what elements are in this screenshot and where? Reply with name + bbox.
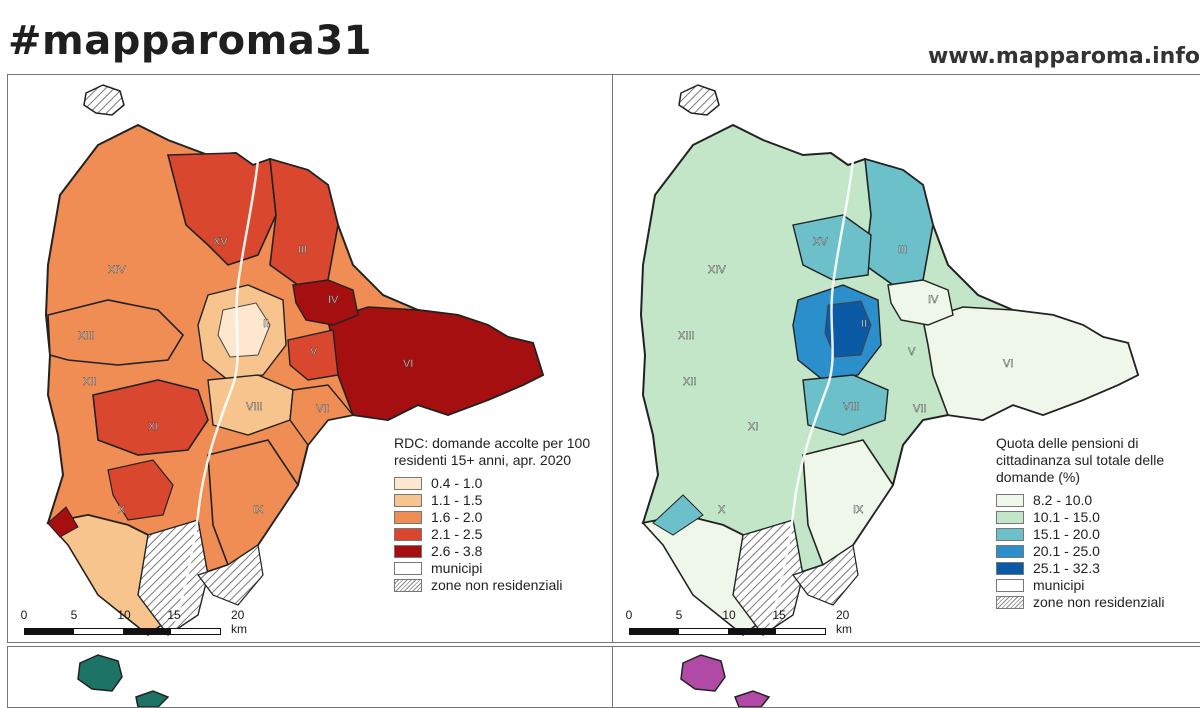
label-XIV: XIV xyxy=(108,264,126,276)
label-X: X xyxy=(118,504,126,516)
svg-text:VII: VII xyxy=(913,403,926,415)
legend-item: 25.1 - 32.3 xyxy=(996,560,1200,577)
legend-item: 10.1 - 15.0 xyxy=(996,509,1200,526)
svg-text:X: X xyxy=(718,504,726,516)
svg-text:XIII: XIII xyxy=(678,330,695,342)
svg-text:IX: IX xyxy=(853,504,864,516)
label-XII: XII xyxy=(83,376,96,388)
legend-title: Quota delle pensioni di cittadinanza sul… xyxy=(996,435,1165,485)
label-II: II xyxy=(263,318,269,330)
legend-item: 2.6 - 3.8 xyxy=(394,543,606,560)
svg-text:V: V xyxy=(908,346,916,358)
legend-item-municipi: municipi xyxy=(394,560,606,577)
label-XIII: XIII xyxy=(78,330,95,342)
label-V: V xyxy=(310,346,318,358)
svg-text:XI: XI xyxy=(748,421,758,433)
website-url[interactable]: www.mapparoma.info xyxy=(927,44,1200,69)
svg-text:XV: XV xyxy=(813,236,828,248)
legend-item: 8.2 - 10.0 xyxy=(996,492,1200,509)
rome-map-pensioni: XV III XIV IV XIII II V VI XII VIII VII … xyxy=(639,84,1140,637)
svg-text:VI: VI xyxy=(1003,358,1013,370)
legend-title: RDC: domande accolte per 100 residenti 1… xyxy=(394,435,591,468)
svg-text:III: III xyxy=(898,244,907,256)
label-IV: IV xyxy=(328,294,339,306)
legend-item: 1.6 - 2.0 xyxy=(394,509,606,526)
label-VI: VI xyxy=(403,358,413,370)
tiber-river xyxy=(171,159,260,636)
map-panel-pensioni: XV III XIV IV XIII II V VI XII VIII VII … xyxy=(612,74,1200,643)
legend-item: 0.4 - 1.0 xyxy=(394,475,606,492)
label-VIII: VIII xyxy=(246,401,263,413)
map-panel-rdc: XV III XIV IV XIII II V VI XII VIII VII … xyxy=(7,74,614,643)
svg-text:XIV: XIV xyxy=(708,264,726,276)
label-IX: IX xyxy=(253,504,264,516)
hashtag-title: #mapparoma31 xyxy=(8,18,372,64)
label-XV: XV xyxy=(213,236,228,248)
map-panel-lower-left xyxy=(7,646,614,708)
svg-text:IV: IV xyxy=(928,294,939,306)
svg-text:XII: XII xyxy=(683,376,696,388)
scale-bar: 0 5 10 15 20 km xyxy=(20,608,247,636)
legend-item-nonres: zone non residenziali xyxy=(996,594,1200,611)
legend-pensioni: Quota delle pensioni di cittadinanza sul… xyxy=(996,435,1200,611)
legend-item-nonres: zone non residenziali xyxy=(394,577,606,594)
svg-text:II: II xyxy=(861,318,867,330)
scale-bar: 0 5 10 15 20 km xyxy=(625,608,852,636)
label-XI: XI xyxy=(148,421,158,433)
label-III: III xyxy=(298,244,307,256)
label-VII: VII xyxy=(316,403,329,415)
legend-rdc: RDC: domande accolte per 100 residenti 1… xyxy=(394,435,606,594)
svg-text:VIII: VIII xyxy=(843,401,860,413)
island-shape xyxy=(83,84,125,116)
legend-item-municipi: municipi xyxy=(996,577,1200,594)
rome-map-rdc: XV III XIV IV XIII II V VI XII VIII VII … xyxy=(44,84,545,637)
legend-item: 15.1 - 20.0 xyxy=(996,526,1200,543)
legend-item: 1.1 - 1.5 xyxy=(394,492,606,509)
legend-item: 20.1 - 25.0 xyxy=(996,543,1200,560)
map-panel-lower-right xyxy=(612,646,1200,708)
legend-item: 2.1 - 2.5 xyxy=(394,526,606,543)
